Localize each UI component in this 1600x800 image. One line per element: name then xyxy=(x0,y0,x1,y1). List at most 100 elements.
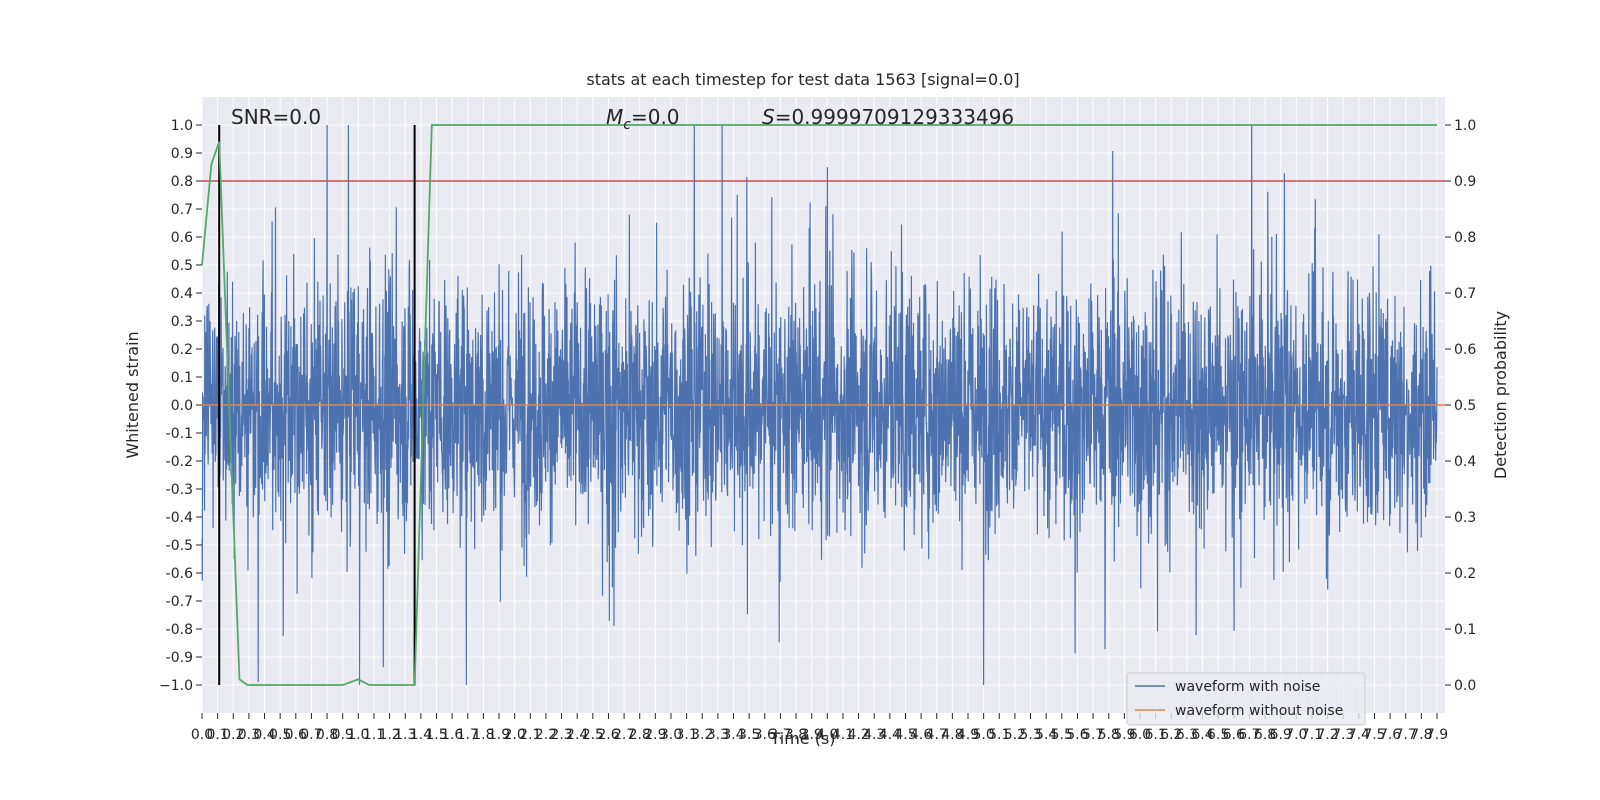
y-tick-label: 0.7 xyxy=(171,202,193,218)
x-tick-label: 5.4 xyxy=(1035,727,1057,743)
x-tick-label: 1.0 xyxy=(347,727,369,743)
y-tick-label: -0.4 xyxy=(166,510,193,526)
y2-tick-label: 0.5 xyxy=(1454,398,1476,414)
y-tick-label: 0.5 xyxy=(171,258,193,274)
x-tick-label: 5.3 xyxy=(1019,727,1041,743)
legend-label-noise: waveform with noise xyxy=(1175,679,1320,695)
chirp-mass-subscript: c xyxy=(623,117,631,133)
y-tick-label: -0.3 xyxy=(166,482,193,498)
x-tick-label: 2.4 xyxy=(566,727,588,743)
y-tick-label: -0.1 xyxy=(166,426,193,442)
x-tick-label: 0.3 xyxy=(238,727,260,743)
x-tick-label: 1.4 xyxy=(410,727,432,743)
x-tick-label: 1.1 xyxy=(363,727,385,743)
x-tick-label: 4.2 xyxy=(847,727,869,743)
y2-tick-label: 0.7 xyxy=(1454,286,1476,302)
y2-tick-label: 0.0 xyxy=(1454,678,1476,694)
x-tick-label: 1.9 xyxy=(488,727,510,743)
x-tick-label: 3.3 xyxy=(707,727,729,743)
score-symbol: S xyxy=(762,105,775,129)
x-tick-label: 6.8 xyxy=(1254,727,1276,743)
x-tick-label: 2.2 xyxy=(535,727,557,743)
detection-probability-line xyxy=(201,124,1437,686)
x-tick-label: 0.8 xyxy=(316,727,338,743)
x-tick-label: 3.7 xyxy=(769,727,791,743)
x-tick-label: 6.4 xyxy=(1191,727,1213,743)
chirp-mass-value: =0.0 xyxy=(631,105,680,129)
x-tick-label: 6.9 xyxy=(1270,727,1292,743)
legend-box xyxy=(1126,672,1366,726)
x-tick-label: 7.6 xyxy=(1379,727,1401,743)
y2-tick-label: 0.3 xyxy=(1454,510,1476,526)
x-tick-label: 2.6 xyxy=(597,727,619,743)
x-tick-label: 4.8 xyxy=(941,727,963,743)
x-tick-label: 7.2 xyxy=(1316,727,1338,743)
x-tick-label: 0.7 xyxy=(300,727,322,743)
x-tick-label: 2.7 xyxy=(613,727,635,743)
x-tick-label: 7.4 xyxy=(1348,727,1370,743)
x-tick-label: 7.3 xyxy=(1332,727,1354,743)
x-tick-label: 0.9 xyxy=(332,727,354,743)
y-tick-label: 0.8 xyxy=(171,174,193,190)
snr-annotation: SNR=0.0 xyxy=(231,105,321,129)
chirp-mass-annotation: Mc=0.0 xyxy=(606,105,680,133)
x-tick-label: 0.2 xyxy=(222,727,244,743)
x-tick-label: 6.3 xyxy=(1176,727,1198,743)
x-tick-label: 6.0 xyxy=(1129,727,1151,743)
y2-tick-label: 0.6 xyxy=(1454,342,1476,358)
y2-axis-label: Detection probability xyxy=(1491,311,1510,479)
y-axis-label: Whitened strain xyxy=(123,331,142,458)
x-tick-label: 3.2 xyxy=(691,727,713,743)
x-tick-label: 4.4 xyxy=(879,727,901,743)
x-tick-label: 2.1 xyxy=(519,727,541,743)
x-tick-label: 4.0 xyxy=(816,727,838,743)
y-tick-label: 0.2 xyxy=(171,342,193,358)
y-tick-label: 0.3 xyxy=(171,314,193,330)
legend-label-clean: waveform without noise xyxy=(1175,703,1343,719)
y-tick-label: 0.1 xyxy=(171,370,193,386)
y-tick-label: -0.9 xyxy=(166,650,193,666)
x-tick-label: 7.8 xyxy=(1410,727,1432,743)
x-tick-label: 5.2 xyxy=(1004,727,1026,743)
y-tick-label: -0.8 xyxy=(166,622,193,638)
x-tick-label: 4.5 xyxy=(894,727,916,743)
x-tick-label: 1.8 xyxy=(472,727,494,743)
x-tick-label: 5.0 xyxy=(973,727,995,743)
x-tick-label: 3.0 xyxy=(660,727,682,743)
x-tick-label: 7.9 xyxy=(1426,727,1448,743)
x-tick-label: 3.9 xyxy=(801,727,823,743)
x-tick-label: 5.8 xyxy=(1098,727,1120,743)
x-tick-label: 5.1 xyxy=(988,727,1010,743)
y-tick-label: -0.5 xyxy=(166,538,193,554)
x-tick-label: 4.6 xyxy=(910,727,932,743)
x-tick-label: 5.5 xyxy=(1051,727,1073,743)
legend: waveform with noise waveform without noi… xyxy=(1126,672,1366,726)
y-tick-label: -0.2 xyxy=(166,454,193,470)
x-tick-label: 7.7 xyxy=(1395,727,1417,743)
x-tick-label: 3.6 xyxy=(754,727,776,743)
y2-tick-label: 0.2 xyxy=(1454,566,1476,582)
x-tick-label: 7.5 xyxy=(1363,727,1385,743)
x-axis-label: Time (s) xyxy=(769,729,835,748)
x-tick-label: 3.1 xyxy=(675,727,697,743)
x-tick-label: 5.9 xyxy=(1113,727,1135,743)
x-tick-label: 6.6 xyxy=(1223,727,1245,743)
y2-tick-label: 0.4 xyxy=(1454,454,1476,470)
y2-tick-label: 0.8 xyxy=(1454,230,1476,246)
y-tick-label: 0.4 xyxy=(171,286,193,302)
x-tick-label: 6.7 xyxy=(1238,727,1260,743)
x-tick-label: 2.8 xyxy=(629,727,651,743)
y-tick-label: 1.0 xyxy=(171,118,193,134)
x-tick-label: 2.9 xyxy=(644,727,666,743)
x-tick-label: 2.0 xyxy=(504,727,526,743)
x-tick-label: 4.7 xyxy=(926,727,948,743)
x-tick-label: 1.2 xyxy=(378,727,400,743)
x-tick-label: 1.7 xyxy=(457,727,479,743)
score-value: =0.9999709129333496 xyxy=(775,105,1014,129)
x-tick-label: 1.6 xyxy=(441,727,463,743)
x-tick-label: 7.0 xyxy=(1285,727,1307,743)
x-tick-label: 5.7 xyxy=(1082,727,1104,743)
y-tick-label: −1.0 xyxy=(159,678,193,694)
chirp-mass-symbol: M xyxy=(606,105,623,129)
